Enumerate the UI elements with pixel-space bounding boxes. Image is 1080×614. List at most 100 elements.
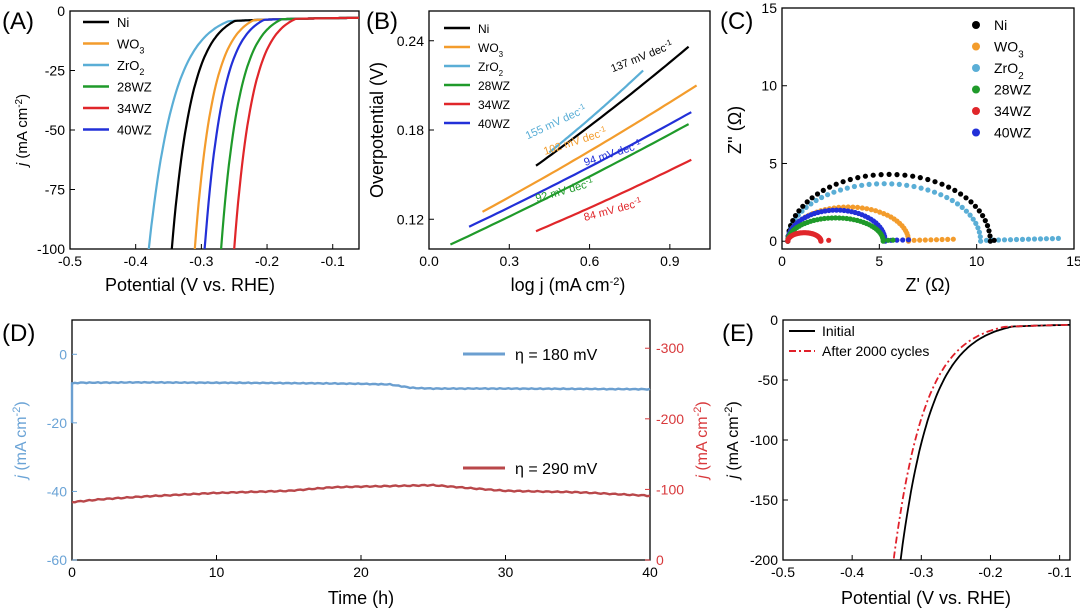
nyquist-point	[963, 195, 969, 201]
nyquist-point	[976, 229, 983, 235]
nyquist-point	[837, 187, 844, 193]
y-tick-label: 15	[761, 0, 777, 16]
x-tick-label: -0.5	[58, 253, 82, 269]
nyquist-point	[889, 181, 895, 187]
x-tick-label: 20	[353, 564, 369, 580]
nyquist-point	[959, 204, 965, 210]
nyquist-point	[949, 197, 955, 204]
curve-after-2000-cycles	[892, 323, 1070, 560]
y-tick-label: 0.12	[397, 211, 424, 227]
nyquist-point	[1031, 236, 1038, 242]
y-tick-label: 0	[770, 312, 778, 328]
nyquist-point	[832, 215, 839, 221]
nyquist-point	[826, 237, 832, 243]
x-tick-label: -0.3	[909, 564, 933, 580]
x-tick-label: -0.1	[1048, 564, 1072, 580]
y-tick-label: -200	[656, 411, 684, 427]
y-tick-label: 0	[769, 233, 777, 249]
x-tick-label: -0.2	[978, 564, 1002, 580]
nyquist-point	[836, 215, 842, 221]
nyquist-point	[790, 218, 796, 224]
nyquist-point	[818, 238, 824, 244]
legend-label: η = 290 mV	[515, 461, 598, 478]
nyquist-point	[874, 181, 880, 187]
nyquist-point	[855, 175, 861, 181]
nyquist-point	[984, 223, 991, 229]
legend-label: 28WZ	[117, 80, 152, 95]
y-axis-label-a: j (mA cm-2)	[14, 94, 32, 168]
x-tick-label: 40	[642, 564, 658, 580]
nyquist-point	[944, 194, 950, 201]
right-y-axis-label-d: j (mA cm-2)	[692, 401, 711, 480]
nyquist-point	[995, 237, 1002, 243]
nyquist-point	[814, 191, 821, 197]
panel-label-c: (C)	[720, 8, 753, 35]
legend-label: WO3	[117, 37, 144, 56]
nyquist-point	[902, 172, 908, 178]
nyquist-point	[1019, 236, 1026, 242]
panel-e: (E) -0.5 -0.4 -0.3 -0.2 -0.1 0 -50 -100 -150 -200…	[722, 312, 1072, 608]
x-tick-label: -0.5	[771, 564, 795, 580]
nyquist-point	[877, 209, 883, 215]
x-tick-label: 5	[875, 253, 883, 269]
slope-annotation: 84 mV dec-1	[582, 194, 644, 224]
y-tick-label: 0	[656, 552, 664, 568]
nyquist-point	[850, 204, 856, 210]
legend-label: Initial	[822, 323, 855, 339]
y-axis-label-c: Z'' (Ω)	[725, 106, 745, 154]
nyquist-point	[917, 237, 923, 243]
legend-label: WO3	[478, 41, 504, 59]
nyquist-point	[976, 208, 982, 214]
nyquist-point	[958, 191, 964, 197]
x-tick-label: -0.1	[321, 253, 345, 269]
nyquist-point	[972, 203, 979, 209]
nyquist-point	[911, 237, 917, 243]
legend-label: 34WZ	[994, 103, 1032, 119]
legend-label: WO3	[994, 39, 1024, 61]
panel-label-a: (A)	[2, 8, 34, 35]
nyquist-point	[796, 208, 802, 214]
nyquist-point	[804, 199, 810, 205]
left-y-axis-label-d: j (mA cm-2)	[11, 401, 30, 480]
legend-label: After 2000 cycles	[822, 343, 929, 359]
nyquist-point	[963, 208, 970, 214]
legend-label: ZrO2	[478, 60, 504, 78]
nyquist-point	[911, 183, 917, 190]
nyquist-point	[841, 207, 847, 214]
nyquist-point	[1001, 237, 1008, 243]
nyquist-point	[870, 172, 876, 178]
x-tick-label: 10	[969, 253, 985, 269]
y-tick-label: 0.24	[397, 33, 424, 49]
nyquist-point	[950, 236, 956, 242]
nyquist-point	[886, 171, 892, 177]
x-tick-label: 30	[498, 564, 514, 580]
x-tick-label: 0.9	[660, 253, 680, 269]
legend-e: Initial After 2000 cycles	[789, 323, 929, 359]
nyquist-point	[855, 204, 861, 210]
curve-initial	[899, 323, 1070, 560]
x-tick-label: 0	[68, 564, 76, 580]
nyquist-point	[829, 215, 835, 221]
legend-label: 34WZ	[117, 101, 152, 116]
y-tick-label: 0	[57, 3, 65, 19]
ticks-a: -0.5 -0.4 -0.3 -0.2 -0.1 0 -25 -50 -75 -100	[37, 3, 345, 269]
nyquist-point	[845, 204, 851, 210]
y-tick-label: 10	[761, 78, 777, 94]
nyquist-point	[820, 187, 826, 193]
panel-label-d: (D)	[2, 320, 35, 347]
y-tick-label: 5	[769, 155, 777, 171]
nyquist-point	[873, 208, 879, 214]
y-axis-label-b: Overpotential (V)	[367, 62, 387, 198]
nyquist-point	[825, 215, 831, 221]
nyquist-point	[862, 173, 869, 179]
x-tick-label: -0.3	[189, 253, 213, 269]
y-tick-label: -75	[45, 182, 65, 198]
nyquist-point	[827, 184, 833, 190]
x-tick-label: -0.4	[840, 564, 864, 580]
panel-label-e: (E)	[722, 320, 754, 347]
y-tick-label: -40	[47, 483, 67, 499]
nyquist-point	[918, 185, 924, 191]
